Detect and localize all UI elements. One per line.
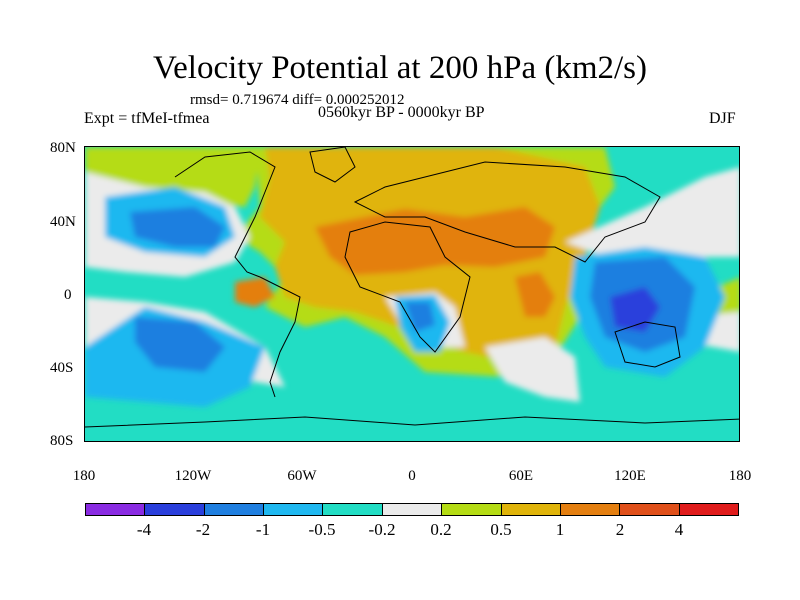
x-label-120w: 120W	[174, 468, 212, 484]
x-label-180w: 180	[72, 468, 96, 484]
coastlines	[85, 147, 739, 428]
x-label-0: 0	[408, 468, 416, 484]
coast-south-america	[259, 276, 301, 398]
colorbar-swatch	[442, 504, 502, 515]
colorbar	[85, 503, 739, 516]
colorbar-swatch	[560, 504, 621, 515]
colorbar-label: 0.5	[490, 520, 512, 539]
contour-pos-mid-eurasia	[315, 207, 555, 275]
plot-title: Velocity Potential at 200 hPa (km2/s)	[152, 50, 648, 86]
colorbar-swatch	[145, 504, 205, 515]
contour-neg-mid-npac	[130, 207, 225, 247]
contour-neutral-sind	[485, 337, 580, 402]
colorbar-swatch	[679, 504, 738, 515]
coast-greenland	[309, 147, 356, 183]
x-label-180e: 180	[728, 468, 752, 484]
colorbar-label: 1	[555, 520, 565, 539]
y-label-40n: 40N	[50, 214, 76, 230]
colorbar-label: -0.5	[308, 520, 336, 539]
coast-africa	[344, 221, 471, 353]
colorbar-label: -2	[195, 520, 211, 539]
contour-neg-mid-spac	[135, 317, 225, 372]
season-label: DJF	[709, 110, 736, 127]
colorbar-swatch	[501, 504, 561, 515]
x-label-60w: 60W	[287, 468, 317, 484]
contour-neutral-indo	[565, 167, 739, 257]
colorbar-label: 2	[615, 520, 625, 539]
period-label: 0560kyr BP - 0000kyr BP	[318, 104, 485, 121]
colorbar-label: -4	[136, 520, 152, 539]
y-label-0: 0	[64, 287, 72, 303]
colorbar-swatch	[382, 504, 443, 515]
colorbar-swatch	[86, 504, 146, 515]
coast-antarctica	[85, 416, 739, 428]
experiment-label: Expt = tfMeI-tfmea	[84, 110, 210, 127]
colorbar-label: 0.2	[430, 520, 452, 539]
stats-text: rmsd= 0.719674 diff= 0.000252012	[190, 92, 405, 108]
colorbar-swatch	[620, 504, 680, 515]
colorbar-label: -0.2	[368, 520, 396, 539]
colorbar-swatch	[204, 504, 265, 515]
contour-pos-mid-samerica	[235, 277, 275, 307]
colorbar-label: 4	[674, 520, 684, 539]
colorbar-swatch	[264, 504, 324, 515]
contour-neg-strong-indo	[610, 287, 660, 332]
map-panel	[84, 146, 740, 442]
colorbar-label: -1	[255, 520, 271, 539]
coast-australia	[614, 321, 681, 368]
x-label-60e: 60E	[508, 468, 534, 484]
coast-eurasia	[353, 161, 661, 263]
coast-north-america	[174, 151, 276, 278]
y-label-80s: 80S	[50, 433, 74, 449]
colorbar-swatch	[323, 504, 383, 515]
velocity-potential-map	[85, 147, 739, 441]
y-label-40s: 40S	[50, 360, 74, 376]
x-label-120e: 120E	[614, 468, 646, 484]
y-label-80n: 80N	[50, 140, 76, 156]
contour-pos-mid-africa	[515, 272, 555, 317]
